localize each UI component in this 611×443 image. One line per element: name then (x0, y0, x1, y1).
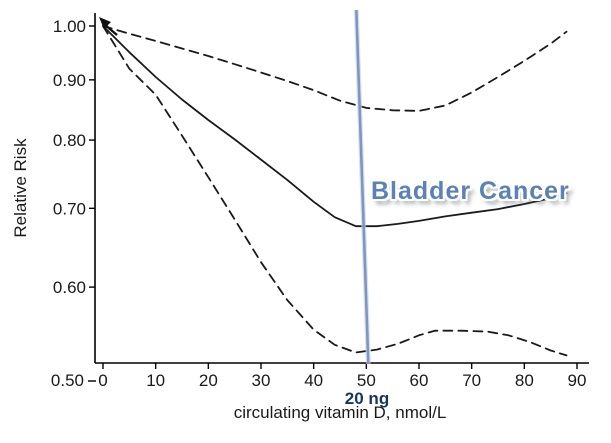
series-upper-confidence-limit (102, 25, 568, 112)
reference-line-label: 20 ng (344, 389, 390, 408)
x-tick-label: 80 (515, 371, 534, 390)
y-tick-label-min: 0.50 (51, 371, 84, 390)
x-tick-label: 0 (98, 371, 107, 390)
x-tick-label: 60 (410, 371, 429, 390)
x-tick-label: 40 (304, 371, 323, 390)
x-tick-label: 20 (199, 371, 218, 390)
x-axis-title: circulating vitamin D, nmol/L (233, 403, 447, 422)
y-axis-title: Relative Risk (11, 138, 30, 238)
y-tick-label: 1.00 (53, 17, 86, 36)
annotation-bladder-cancer: Bladder Cancer (371, 177, 570, 205)
series-relative-risk-point-estimate (102, 25, 568, 228)
x-tick-label: 90 (568, 371, 587, 390)
x-tick-label: 10 (146, 371, 165, 390)
y-tick-label: 0.60 (53, 278, 86, 297)
y-tick-label: 0.80 (53, 131, 86, 150)
series-lower-confidence-limit (102, 25, 568, 357)
x-tick-label: 50 (357, 371, 376, 390)
y-tick-label: 0.70 (53, 199, 86, 218)
x-tick-label: 30 (252, 371, 271, 390)
x-tick-label: 70 (462, 371, 481, 390)
y-tick-label: 0.90 (53, 71, 86, 90)
reference-line (355, 9, 370, 365)
mouse-cursor-icon (99, 17, 111, 29)
